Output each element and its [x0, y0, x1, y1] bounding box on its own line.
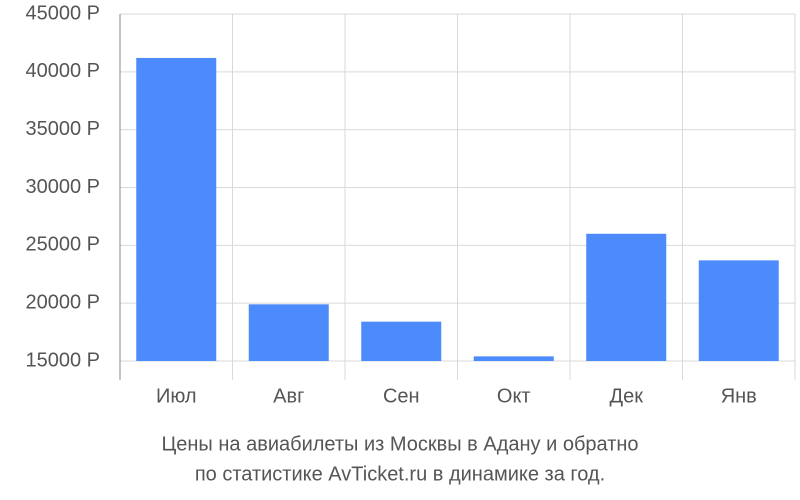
- chart-title: Цены на авиабилеты из Москвы в Адану и о…: [161, 433, 638, 455]
- x-tick-label: Дек: [610, 385, 644, 407]
- x-tick-label: Янв: [721, 385, 757, 407]
- bar: [248, 304, 329, 361]
- bar: [361, 321, 442, 361]
- bar: [473, 356, 554, 361]
- y-tick-label: 25000 Р: [25, 234, 100, 256]
- bar: [586, 233, 667, 361]
- chart-subtitle: по статистике AvTicket.ru в динамике за …: [195, 463, 605, 485]
- y-tick-label: 20000 Р: [25, 291, 100, 313]
- x-tick-label: Июл: [156, 385, 197, 407]
- bar: [136, 57, 217, 361]
- y-tick-label: 40000 Р: [25, 60, 100, 82]
- y-tick-label: 45000 Р: [25, 2, 100, 24]
- x-tick-label: Окт: [497, 385, 531, 407]
- y-tick-label: 15000 Р: [25, 349, 100, 371]
- y-tick-label: 35000 Р: [25, 118, 100, 140]
- y-tick-label: 30000 Р: [25, 176, 100, 198]
- bar: [698, 260, 779, 361]
- x-tick-label: Сен: [383, 385, 420, 407]
- x-tick-label: Авг: [273, 385, 304, 407]
